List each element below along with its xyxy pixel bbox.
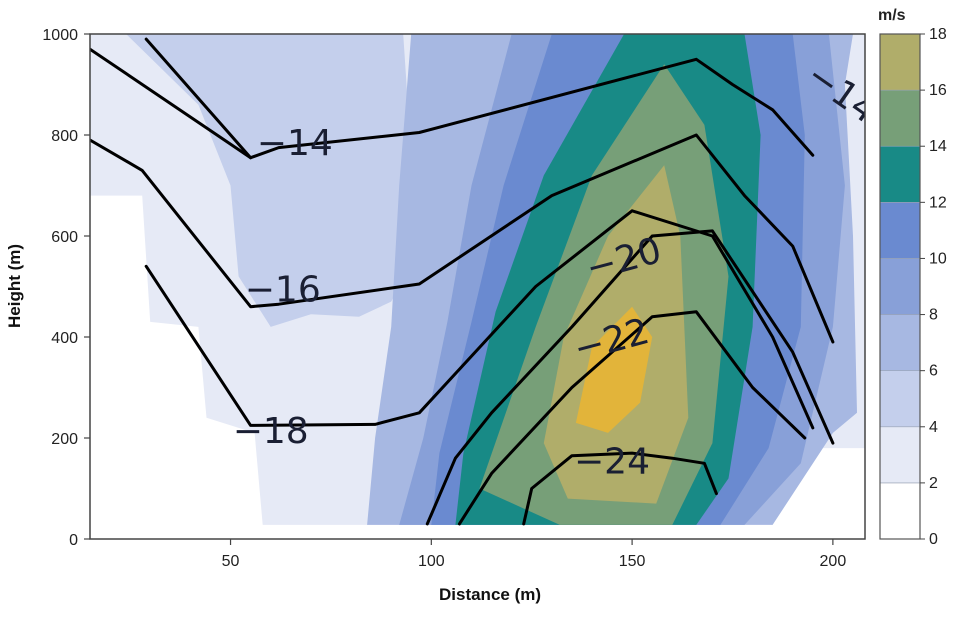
x-tick-label: 50 (222, 553, 240, 570)
colorbar-unit-label: m/s (878, 7, 906, 24)
y-tick-label: 0 (69, 532, 78, 549)
y-tick-label: 600 (51, 229, 78, 246)
contour-line-18-3 (144, 209, 815, 430)
y-axis: 0 200 400 600 800 1000 (42, 27, 90, 549)
colorbar-tick-label: 14 (929, 138, 947, 155)
contour-line-16-2 (90, 133, 835, 344)
contour-label-0: −14 (257, 123, 333, 164)
colorbar-swatch-0 (879, 482, 921, 540)
contour-line-24-6 (522, 451, 718, 526)
x-tick-label: 150 (619, 553, 646, 570)
plot-area: −14−14−16−18−20−22−24 (90, 34, 865, 539)
colorbar-swatch-16 (879, 33, 921, 91)
colorbar-swatch-6 (879, 314, 921, 371)
colorbar-tick-label: 18 (929, 26, 947, 43)
contour-line-22-5 (457, 310, 807, 526)
contour-label-3: −18 (233, 411, 309, 452)
colorbar-swatch-2 (879, 426, 921, 484)
colorbar-swatch-14 (879, 89, 921, 147)
speed-band-4 (126, 34, 416, 327)
colorbar-tick-label: 0 (929, 531, 938, 548)
colorbar-tick-label: 2 (929, 475, 938, 492)
y-tick-label: 1000 (42, 27, 78, 44)
x-axis: 50 100 150 200 (222, 539, 847, 570)
colorbar-swatch-4 (879, 370, 921, 428)
colorbar-tick-label: 10 (929, 250, 947, 267)
contour-line-14-1 (144, 37, 253, 160)
colorbar: 0 2 4 6 8 10 12 14 16 18 (879, 26, 947, 548)
colorbar-swatch-10 (879, 202, 921, 259)
colorbar-tick-label: 4 (929, 419, 938, 436)
y-tick-label: 200 (51, 431, 78, 448)
contour-line-14-0 (90, 47, 815, 160)
colorbar-tick-label: 8 (929, 307, 938, 324)
colorbar-tick-label: 6 (929, 363, 938, 380)
colorbar-tick-label: 12 (929, 194, 947, 211)
contour-line-20-4 (425, 229, 835, 526)
colorbar-swatch-8 (879, 258, 921, 315)
speed-band-18 (575, 306, 653, 433)
y-tick-label: 400 (51, 330, 78, 347)
contour-lines (90, 37, 835, 526)
plot-frame (89, 33, 866, 540)
y-axis-label: Height (m) (5, 244, 24, 328)
y-tick-label: 800 (51, 128, 78, 145)
colorbar-frame (879, 33, 921, 540)
contour-label-6: −24 (574, 441, 650, 482)
colorbar-swatch-12 (879, 145, 921, 203)
contour-label-2: −16 (245, 270, 321, 311)
x-tick-label: 100 (418, 553, 445, 570)
x-tick-label: 200 (820, 553, 847, 570)
x-axis-label: Distance (m) (439, 585, 541, 604)
colorbar-tick-label: 16 (929, 82, 947, 99)
filled-contours (90, 34, 865, 525)
